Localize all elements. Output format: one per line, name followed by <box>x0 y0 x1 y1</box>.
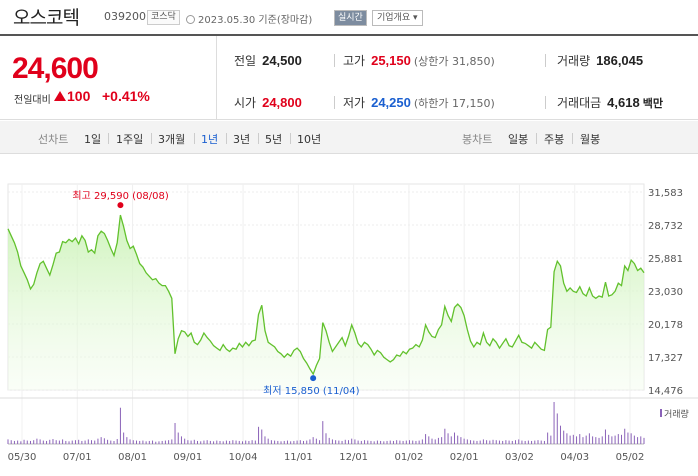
trade-amount-label: 거래대금 <box>557 96 602 110</box>
trade-amount: 거래대금 4,618 백만 <box>557 94 663 111</box>
volume-label: 거래량 <box>557 54 591 68</box>
upper-limit: (상한가 31,850) <box>413 55 495 68</box>
header-divider <box>0 34 698 36</box>
x-tick-label: 05/30 <box>8 452 37 463</box>
x-tick-label: 03/02 <box>505 452 534 463</box>
volume-legend: 거래량 <box>664 408 689 420</box>
x-tick-label: 05/02 <box>616 452 645 463</box>
x-tick-label: 01/02 <box>394 452 423 463</box>
low-annotation: 최저 15,850 (11/04) <box>263 385 359 397</box>
day-high-value: 25,150 <box>371 53 411 68</box>
change-value: 100 <box>67 88 91 104</box>
price-chart: 31,583 28,732 25,881 23,030 20,178 17,327 14,4… <box>0 183 698 463</box>
date-text: 2023.05.30 기준(장마감) <box>198 15 313 26</box>
x-tick-label: 11/01 <box>284 452 313 463</box>
up-arrow-icon <box>54 91 66 101</box>
change-percent: +0.41% <box>102 88 150 104</box>
stock-name: 오스코텍 <box>13 7 80 29</box>
tab-separator <box>290 133 291 144</box>
stock-code: 039200 <box>104 10 146 23</box>
company-overview-button[interactable]: 기업개요 ▾ <box>372 10 423 26</box>
x-tick-label: 12/01 <box>339 452 368 463</box>
tab-3y[interactable]: 3년 <box>233 133 251 146</box>
tab-separator <box>536 133 537 144</box>
tab-weekly[interactable]: 주봉 <box>544 133 565 146</box>
y-tick-label: 23,030 <box>648 287 683 298</box>
clock-icon <box>186 15 195 24</box>
day-low-value: 24,250 <box>371 95 411 110</box>
y-tick-label: 25,881 <box>648 254 683 265</box>
day-high-label: 고가 <box>343 54 366 68</box>
stat-separator <box>545 54 546 67</box>
x-tick-label: 02/01 <box>450 452 479 463</box>
prev-close: 전일 24,500 <box>234 52 302 69</box>
y-tick-label: 20,178 <box>648 320 683 331</box>
candle-chart-label: 봉차트 <box>462 133 493 146</box>
open-price: 시가 24,800 <box>234 94 302 111</box>
price-area <box>8 215 644 390</box>
y-tick-label: 17,327 <box>648 353 683 364</box>
x-tick-label: 07/01 <box>63 452 92 463</box>
stat-separator <box>545 96 546 109</box>
stock-header: 오스코텍 039200 코스닥 2023.05.30 기준(장마감) 실시간 기… <box>0 0 698 34</box>
market-badge: 코스닥 <box>147 10 180 25</box>
x-tick-label: 08/01 <box>118 452 147 463</box>
volume-legend-swatch <box>660 409 662 417</box>
x-tick-label: 09/01 <box>173 452 202 463</box>
y-tick-label: 31,583 <box>648 188 683 199</box>
tab-separator <box>572 133 573 144</box>
trade-amount-unit: 백만 <box>642 97 663 110</box>
tab-1w[interactable]: 1주일 <box>116 133 144 146</box>
lower-limit: (하한가 17,150) <box>413 97 495 110</box>
tab-daily[interactable]: 일봉 <box>508 133 529 146</box>
trade-amount-value: 4,618 <box>607 95 640 110</box>
x-tick-label: 10/04 <box>229 452 258 463</box>
tab-separator <box>226 133 227 144</box>
stat-separator <box>334 96 335 109</box>
high-marker <box>117 202 124 209</box>
tab-monthly[interactable]: 월봉 <box>580 133 601 146</box>
volume-value: 186,045 <box>596 53 644 68</box>
change-label: 전일대비 <box>14 95 51 106</box>
date-info: 2023.05.30 기준(장마감) <box>186 11 312 26</box>
volume: 거래량 186,045 <box>557 52 643 69</box>
tab-5y[interactable]: 5년 <box>265 133 283 146</box>
high-annotation: 최고 29,590 (08/08) <box>72 190 168 202</box>
tab-separator <box>151 133 152 144</box>
chart-period-tabs: 선차트 1일 1주일 3개월 1년 3년 5년 10년 봉차트 일봉 주봉 월봉 <box>0 121 698 154</box>
current-price: 24,600 <box>12 52 99 85</box>
line-chart-label: 선차트 <box>38 133 69 146</box>
tab-3m[interactable]: 3개월 <box>158 133 186 146</box>
price-summary: 24,600 전일대비 100 +0.41% 전일 24,500 고가 25,150… <box>0 36 698 120</box>
day-high: 고가 25,150 (상한가 31,850) <box>343 52 495 69</box>
low-marker <box>310 375 317 382</box>
tab-10y[interactable]: 10년 <box>297 133 322 146</box>
summary-divider <box>216 36 217 120</box>
open-value: 24,800 <box>262 95 302 110</box>
tab-separator <box>108 133 109 144</box>
open-label: 시가 <box>234 96 257 110</box>
y-tick-label: 14,476 <box>648 386 683 397</box>
realtime-button[interactable]: 실시간 <box>334 10 367 26</box>
tab-1y[interactable]: 1년 <box>201 133 219 146</box>
tab-separator <box>258 133 259 144</box>
tab-separator <box>194 133 195 144</box>
prev-close-value: 24,500 <box>262 53 302 68</box>
stat-separator <box>334 54 335 67</box>
price-line <box>7 214 645 376</box>
prev-close-label: 전일 <box>234 54 257 68</box>
tab-1d[interactable]: 1일 <box>84 133 102 146</box>
day-low-label: 저가 <box>343 96 366 110</box>
y-tick-label: 28,732 <box>648 221 683 232</box>
day-low: 저가 24,250 (하한가 17,150) <box>343 94 495 111</box>
x-tick-label: 04/03 <box>560 452 589 463</box>
